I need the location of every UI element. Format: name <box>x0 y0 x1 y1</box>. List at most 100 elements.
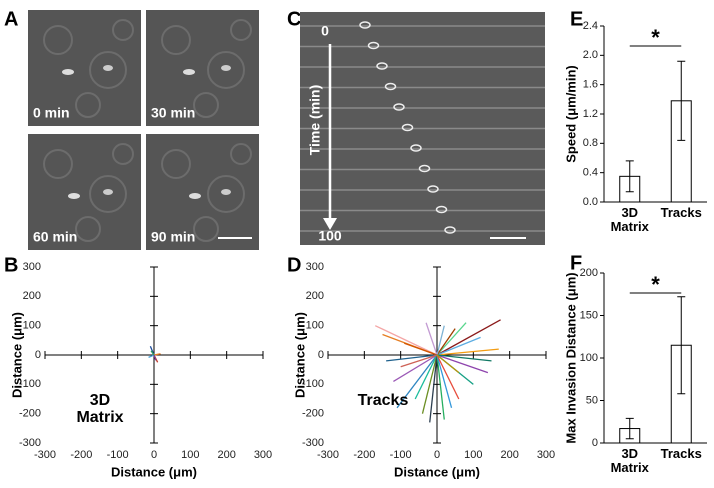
x-tick-label: -100 <box>390 449 412 461</box>
x-tick-label: -300 <box>34 449 56 461</box>
time-start: 0 <box>321 23 329 39</box>
significance-mark: * <box>651 25 660 50</box>
track <box>400 354 438 368</box>
panel-letter: C <box>287 8 301 30</box>
track <box>436 325 445 356</box>
panel-letter: A <box>4 8 18 30</box>
micrograph <box>28 134 141 250</box>
y-tick-label: -100 <box>19 378 41 390</box>
track <box>429 354 438 423</box>
cell-texture <box>161 149 191 179</box>
y-tick-label: -200 <box>302 408 324 420</box>
cell <box>221 65 231 71</box>
y-axis-label: Speed (μm/min) <box>563 65 578 163</box>
panel-letter: B <box>4 254 18 276</box>
track <box>396 354 438 409</box>
track <box>425 322 438 356</box>
track <box>148 354 155 358</box>
y-tick-label: -100 <box>302 378 324 390</box>
x-tick-label: -300 <box>317 449 339 461</box>
cell <box>359 21 371 29</box>
cell-texture <box>207 51 245 89</box>
x-tick-label: 0 <box>151 449 157 461</box>
cell <box>427 185 439 193</box>
time-axis-label: Time (min) <box>307 85 323 156</box>
track <box>436 354 460 400</box>
category-label: 3D Matrix <box>610 205 649 234</box>
error-bar <box>625 160 634 193</box>
x-tick-label: 200 <box>500 449 518 461</box>
cell <box>444 226 456 234</box>
cell-texture <box>207 175 245 213</box>
cell <box>393 103 405 111</box>
y-tick-label: 1.6 <box>583 79 598 91</box>
x-tick-label: -200 <box>353 449 375 461</box>
cell <box>68 193 80 199</box>
arrow-head <box>323 218 337 230</box>
y-tick-label: 0.8 <box>583 137 598 149</box>
category-label: Tracks <box>660 446 702 461</box>
frame-time: 0 min <box>33 105 70 121</box>
y-axis-label: Distance (μm) <box>9 312 24 398</box>
y-tick-label: 100 <box>306 320 324 332</box>
y-tick-label: 0.0 <box>583 196 598 208</box>
cell-texture <box>43 149 73 179</box>
y-tick-label: 2.0 <box>583 49 598 61</box>
micrograph <box>146 134 259 250</box>
y-tick-label: 0.4 <box>583 167 598 179</box>
track <box>436 322 467 356</box>
cell-texture <box>161 25 191 55</box>
x-tick-label: 0 <box>434 449 440 461</box>
panel-letter: F <box>570 252 582 274</box>
cell <box>221 189 231 195</box>
frame-time: 30 min <box>151 105 195 121</box>
cell <box>103 189 113 195</box>
track <box>414 354 438 400</box>
track <box>153 354 157 361</box>
error-bar <box>625 417 634 440</box>
track <box>150 350 155 356</box>
x-tick-label: 300 <box>537 449 555 461</box>
cell-texture <box>230 143 252 165</box>
y-tick-label: 300 <box>23 261 41 273</box>
frame-time: 60 min <box>33 229 77 245</box>
track <box>436 354 445 420</box>
y-tick-label: 0 <box>592 437 598 449</box>
cell <box>435 205 448 214</box>
y-tick-label: 150 <box>580 309 598 321</box>
cell <box>367 41 380 50</box>
track <box>436 354 453 408</box>
cell <box>189 193 201 199</box>
track <box>436 354 460 374</box>
y-tick-label: 100 <box>23 320 41 332</box>
micrograph <box>146 10 259 126</box>
track <box>404 342 438 356</box>
error-bar <box>677 60 686 141</box>
micrograph <box>28 10 141 126</box>
y-tick-label: -300 <box>302 437 324 449</box>
y-tick-label: 1.2 <box>583 108 598 120</box>
x-tick-label: 100 <box>464 449 482 461</box>
track <box>436 354 489 374</box>
panel-letter: D <box>287 254 301 276</box>
cell-texture <box>193 216 219 242</box>
track <box>421 354 438 414</box>
cell <box>103 65 113 71</box>
cell <box>410 144 422 152</box>
track <box>436 354 492 362</box>
y-axis-label: Distance (μm) <box>292 312 307 398</box>
time-end: 100 <box>318 228 342 244</box>
x-axis-label: Distance (μm) <box>111 464 197 479</box>
cell-texture <box>112 19 134 41</box>
cell-texture <box>75 216 101 242</box>
track <box>393 354 438 382</box>
cell <box>62 69 74 75</box>
y-tick-label: 100 <box>580 352 598 364</box>
track <box>436 328 456 356</box>
cell-texture <box>43 25 73 55</box>
error-bar <box>677 296 686 395</box>
cell <box>376 62 388 70</box>
y-tick-label: -300 <box>19 437 41 449</box>
cell-texture <box>230 19 252 41</box>
